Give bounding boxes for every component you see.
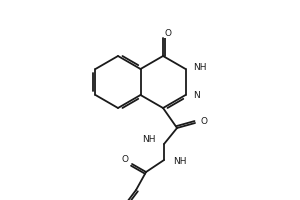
- Text: NH: NH: [142, 136, 156, 144]
- Text: O: O: [200, 117, 207, 127]
- Text: O: O: [121, 156, 128, 164]
- Text: NH: NH: [194, 62, 207, 72]
- Text: N: N: [194, 90, 200, 99]
- Text: O: O: [164, 28, 172, 38]
- Text: NH: NH: [173, 158, 187, 166]
